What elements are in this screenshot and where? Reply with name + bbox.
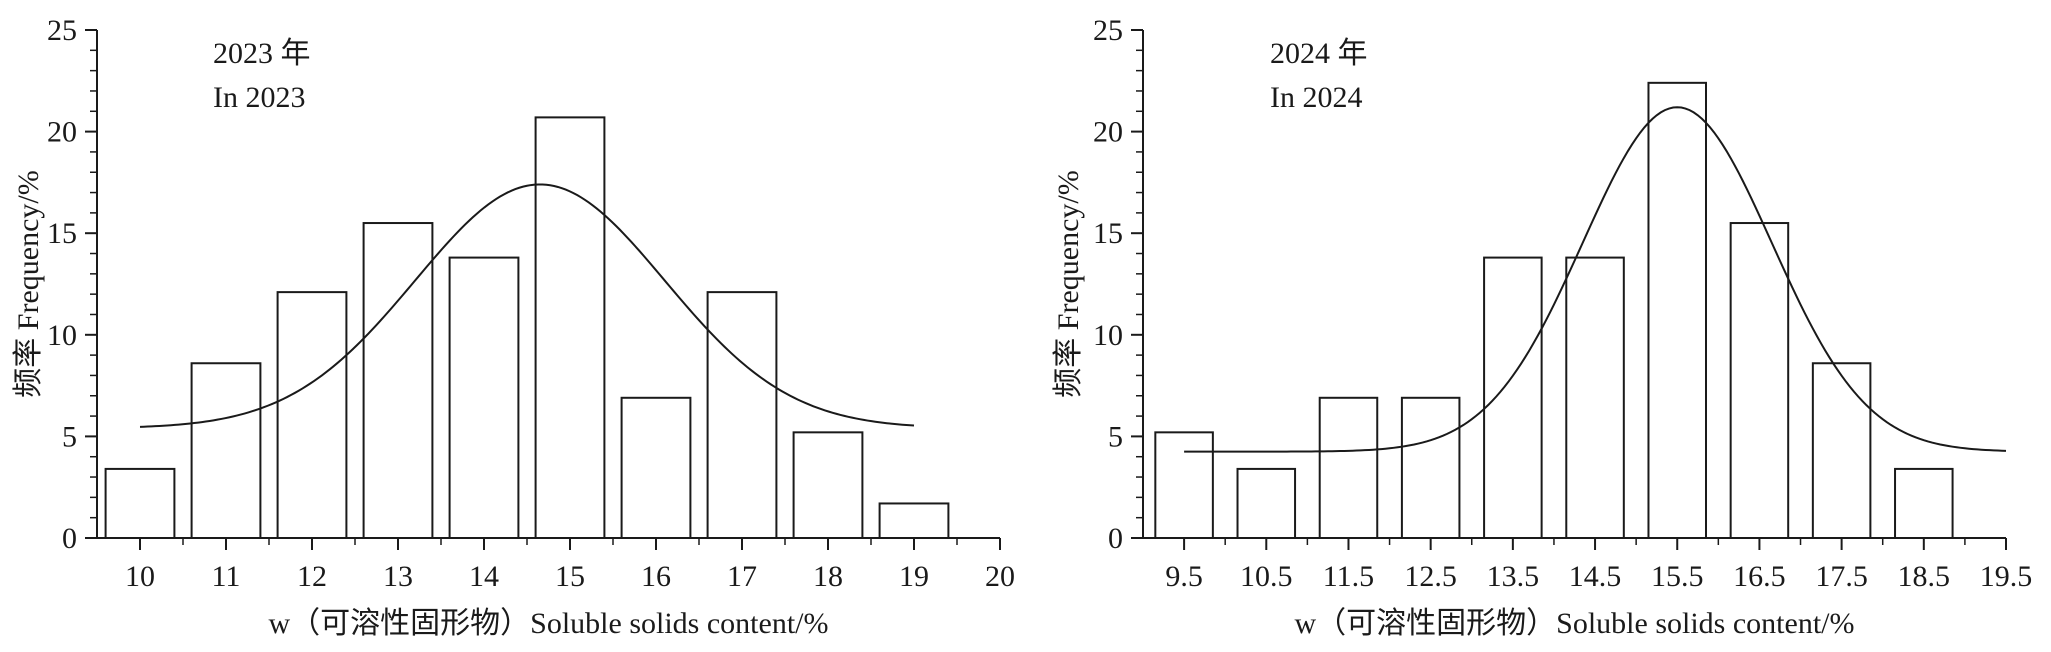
x-tick-label: 15 — [555, 560, 585, 593]
y-tick-label: 15 — [1093, 217, 1123, 250]
y-tick-label: 10 — [1093, 319, 1123, 352]
bar-14.5 — [1565, 256, 1625, 539]
x-axis-title: w（可溶性固形物）Soluble solids content/% — [1295, 607, 1855, 640]
bar-18 — [792, 431, 864, 539]
x-tick-label: 15.5 — [1651, 560, 1704, 593]
bar-19 — [878, 502, 950, 539]
y-tick-label: 25 — [47, 14, 77, 47]
y-tick-label: 20 — [1093, 116, 1123, 149]
y-tick-label: 0 — [1108, 522, 1123, 555]
x-tick-label: 12 — [297, 560, 327, 593]
x-tick-label: 16 — [641, 560, 671, 593]
y-axis-title: 频率 Frequency/% — [12, 170, 45, 397]
x-tick-label: 19.5 — [1980, 560, 2033, 593]
y-tick-label: 0 — [62, 522, 77, 555]
y-tick-label: 25 — [1093, 14, 1123, 47]
bar-10 — [104, 467, 176, 539]
y-tick-label: 10 — [47, 319, 77, 352]
x-axis-title: w（可溶性固形物）Soluble solids content/% — [269, 607, 829, 640]
x-tick-label: 11 — [212, 560, 241, 593]
bar-16 — [620, 396, 692, 539]
x-tick-label: 18 — [813, 560, 843, 593]
bar-13.5 — [1483, 256, 1543, 539]
bar-12.5 — [1400, 396, 1461, 539]
bar-16.5 — [1729, 222, 1790, 539]
x-tick-label: 17.5 — [1815, 560, 1868, 593]
bar-18.5 — [1894, 467, 1954, 539]
x-tick-label: 11.5 — [1323, 560, 1374, 593]
bar-15.5 — [1647, 81, 1708, 539]
chart-2023: 0 5 10 15 20 25 10 11 12 13 14 15 16 17 18 19 20 2023 年 In… — [12, 14, 1015, 640]
bar-11.5 — [1318, 396, 1379, 539]
year-label-en: In 2024 — [1270, 81, 1363, 114]
bar-14 — [448, 256, 520, 539]
x-tick-label: 9.5 — [1165, 560, 1203, 593]
x-tick-label: 12.5 — [1404, 560, 1457, 593]
bar-11 — [190, 362, 262, 539]
bar-10.5 — [1236, 467, 1297, 539]
bar-15 — [534, 116, 606, 539]
y-axis-title: 频率 Frequency/% — [1052, 170, 1085, 397]
fit-curve — [139, 183, 915, 428]
x-tick-label: 20 — [985, 560, 1015, 593]
fit-curve — [1184, 106, 2007, 453]
bar-17.5 — [1811, 362, 1872, 539]
x-tick-label: 10.5 — [1240, 560, 1293, 593]
x-tick-label: 18.5 — [1898, 560, 1951, 593]
y-tick-label: 15 — [47, 217, 77, 250]
x-tick-label: 14.5 — [1569, 560, 1622, 593]
x-tick-label: 10 — [125, 560, 155, 593]
bar-12 — [276, 291, 348, 539]
year-label: 2023 年 — [213, 37, 311, 70]
y-tick-label: 20 — [47, 116, 77, 149]
chart-2024: 0 5 10 15 20 25 9.5 10.5 11.5 12.5 13.5 14.5 15.5 16.… — [1052, 14, 2032, 640]
x-tick-label: 19 — [899, 560, 929, 593]
year-label-en: In 2023 — [213, 81, 306, 114]
x-tick-label: 14 — [469, 560, 499, 593]
x-tick-label: 13.5 — [1487, 560, 1540, 593]
x-tick-label: 16.5 — [1733, 560, 1786, 593]
bar-17 — [706, 291, 778, 539]
y-tick-label: 5 — [1108, 420, 1123, 453]
x-tick-label: 13 — [383, 560, 413, 593]
year-label: 2024 年 — [1270, 37, 1368, 70]
x-tick-label: 17 — [727, 560, 757, 593]
bar-9.5 — [1154, 431, 1214, 539]
y-tick-label: 5 — [62, 420, 77, 453]
bar-13 — [362, 222, 434, 539]
